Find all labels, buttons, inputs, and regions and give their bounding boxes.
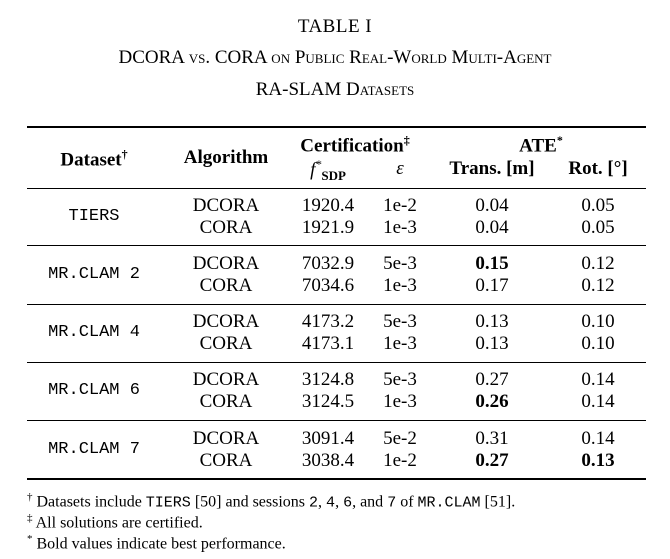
header-certification: Certification‡ [300, 133, 410, 157]
trans-cell: 0.13 [475, 311, 509, 332]
f-sdp-cell: 1920.4 [301, 195, 355, 216]
epsilon-cell: 1e-3 [383, 217, 417, 238]
algorithm-cell: CORA [199, 217, 253, 238]
epsilon-cell: 1e-3 [383, 333, 417, 354]
algorithm-cell: DCORA [192, 369, 260, 390]
table-title-line-1: DCORA vs. CORA on Public Real-World Mult… [118, 47, 552, 68]
group-rule [27, 362, 646, 363]
f-sdp-cell: 7032.9 [301, 253, 355, 274]
trans-cell: 0.04 [475, 217, 509, 238]
dataset-cell: MR.CLAM 2 [48, 265, 140, 284]
footnote-datasets: † Datasets include TIERS [50] and sessio… [27, 491, 516, 512]
algorithm-cell: CORA [199, 391, 253, 412]
f-sdp-cell: 3124.5 [301, 391, 355, 412]
footnote-certified: ‡ All solutions are certified. [27, 512, 203, 532]
f-sdp-cell: 4173.2 [301, 311, 355, 332]
trans-cell: 0.31 [475, 428, 509, 449]
f-sdp-cell: 4173.1 [301, 333, 355, 354]
rot-cell: 0.05 [581, 195, 615, 216]
rot-cell: 0.10 [581, 311, 615, 332]
algorithm-cell: DCORA [192, 253, 260, 274]
rot-cell: 0.13 [581, 450, 615, 471]
f-sdp-cell: 1921.9 [301, 217, 355, 238]
header-epsilon: ε [396, 158, 404, 179]
epsilon-cell: 1e-3 [383, 275, 417, 296]
algorithm-cell: CORA [199, 450, 253, 471]
group-rule [27, 420, 646, 421]
group-rule [27, 304, 646, 305]
f-sdp-cell: 3124.8 [301, 369, 355, 390]
algorithm-cell: CORA [199, 333, 253, 354]
header-rot: Rot. [°] [568, 158, 628, 179]
epsilon-cell: 1e-3 [383, 391, 417, 412]
table-label: TABLE I [297, 16, 373, 37]
rot-cell: 0.14 [581, 391, 615, 412]
f-sdp-cell: 7034.6 [301, 275, 355, 296]
trans-cell: 0.17 [475, 275, 509, 296]
algorithm-cell: DCORA [192, 311, 260, 332]
epsilon-cell: 1e-2 [383, 195, 417, 216]
rot-cell: 0.12 [581, 275, 615, 296]
algorithm-cell: DCORA [192, 428, 260, 449]
rot-cell: 0.05 [581, 217, 615, 238]
dataset-cell: TIERS [68, 207, 120, 226]
trans-cell: 0.04 [475, 195, 509, 216]
rot-cell: 0.14 [581, 369, 615, 390]
trans-cell: 0.27 [475, 450, 509, 471]
dataset-cell: MR.CLAM 4 [48, 323, 140, 342]
header-rule [27, 188, 646, 189]
table-title-line-2: RA-SLAM Datasets [255, 79, 415, 100]
top-rule [27, 126, 646, 128]
header-ate: ATE* [519, 133, 563, 157]
f-sdp-cell: 3091.4 [301, 428, 355, 449]
trans-cell: 0.27 [475, 369, 509, 390]
header-f-sdp: f*SDP [310, 157, 346, 184]
epsilon-cell: 5e-3 [383, 311, 417, 332]
group-rule [27, 245, 646, 246]
epsilon-cell: 5e-3 [383, 253, 417, 274]
header-trans: Trans. [m] [449, 158, 535, 179]
rot-cell: 0.12 [581, 253, 615, 274]
header-dataset: Dataset† [60, 147, 128, 171]
bottom-rule [27, 478, 646, 480]
epsilon-cell: 1e-2 [383, 450, 417, 471]
rot-cell: 0.14 [581, 428, 615, 449]
epsilon-cell: 5e-2 [383, 428, 417, 449]
dataset-cell: MR.CLAM 7 [48, 440, 140, 459]
epsilon-cell: 5e-3 [383, 369, 417, 390]
dataset-cell: MR.CLAM 6 [48, 381, 140, 400]
trans-cell: 0.15 [475, 253, 509, 274]
trans-cell: 0.26 [475, 391, 509, 412]
f-sdp-cell: 3038.4 [301, 450, 355, 471]
rot-cell: 0.10 [581, 333, 615, 354]
algorithm-cell: CORA [199, 275, 253, 296]
trans-cell: 0.13 [475, 333, 509, 354]
footnote-bold: * Bold values indicate best performance. [27, 533, 286, 553]
algorithm-cell: DCORA [192, 195, 260, 216]
header-algorithm: Algorithm [183, 147, 269, 168]
